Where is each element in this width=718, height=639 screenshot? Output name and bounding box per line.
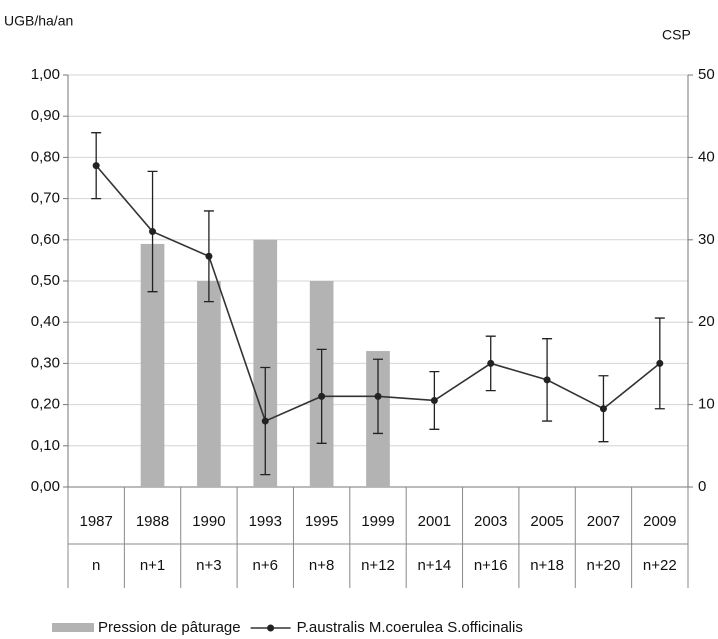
period-label: n+8 [309,557,334,574]
line-marker [149,228,157,236]
bar [253,239,278,487]
period-label: n+6 [253,557,278,574]
x-tick-label: 1988 [136,513,169,530]
line-marker [543,376,551,384]
line-marker [656,359,664,367]
y-tick-label: 0,00 [31,478,60,495]
period-label: n [92,557,100,574]
bar [140,243,165,487]
y-tick-label: 0,80 [31,148,60,165]
period-label: n+16 [474,557,508,574]
y-axis-title: UGB/ha/an [4,13,73,29]
y2-axis-title: CSP [662,27,691,43]
period-label: n+18 [530,557,564,574]
period-label: n+20 [587,557,621,574]
y-tick-label: 0,70 [31,190,60,207]
y-tick-label: 0,10 [31,437,60,454]
x-tick-label: 1993 [249,513,282,530]
y2-tick-label: 10 [698,396,715,413]
line-marker [205,252,213,260]
legend-label: P.australis M.coerulea S.officinalis [297,619,523,636]
x-tick-label: 2009 [643,513,676,530]
line-marker [599,405,607,413]
y-tick-label: 0,90 [31,107,60,124]
y-tick-label: 0,30 [31,354,60,371]
line-marker [92,162,100,170]
y2-tick-label: 40 [698,148,715,165]
line-marker [430,396,438,404]
legend-swatch [52,623,94,632]
x-tick-label: 1999 [361,513,394,530]
x-tick-label: 2005 [530,513,563,530]
y-tick-label: 0,60 [31,231,60,248]
bar [197,281,221,487]
y2-tick-label: 0 [698,478,706,495]
period-label: n+1 [140,557,165,574]
y-tick-label: 0,50 [31,272,60,289]
y2-tick-label: 50 [698,66,715,83]
period-label: n+12 [361,557,395,574]
legend-marker [267,624,275,632]
x-tick-label: 2001 [418,513,451,530]
line-marker [487,359,495,367]
y-tick-label: 1,00 [31,66,60,83]
x-tick-label: 2003 [474,513,507,530]
legend-label: Pression de pâturage [98,619,241,636]
x-tick-label: 1987 [79,513,112,530]
x-tick-label: 2007 [587,513,620,530]
line-marker [374,392,382,400]
y2-tick-label: 20 [698,313,715,330]
period-label: n+3 [196,557,221,574]
line-marker [261,417,269,425]
x-tick-label: 1995 [305,513,338,530]
period-label: n+22 [643,557,677,574]
y-tick-label: 0,40 [31,313,60,330]
y2-tick-label: 30 [698,231,715,248]
x-tick-label: 1990 [192,513,225,530]
period-label: n+14 [417,557,451,574]
line-marker [318,392,326,400]
y-tick-label: 0,20 [31,396,60,413]
